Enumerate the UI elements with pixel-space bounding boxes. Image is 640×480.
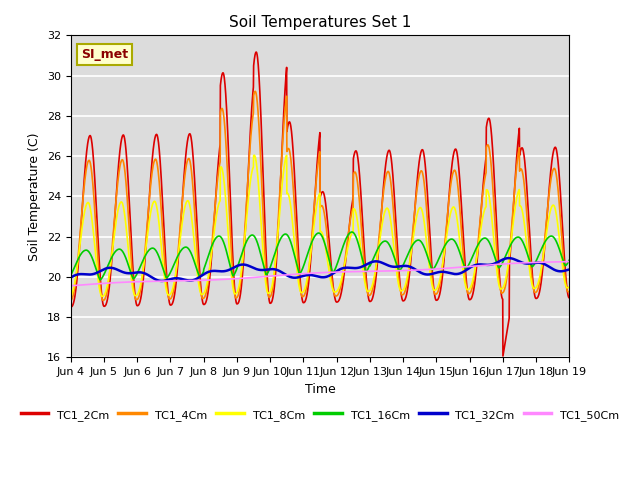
- TC1_8Cm: [250, 152, 258, 158]
- TC1_32Cm: [334, 267, 342, 273]
- TC1_2Cm: [206, 275, 214, 281]
- TC1_16Cm: [334, 258, 342, 264]
- X-axis label: Time: Time: [305, 383, 335, 396]
- TC1_2Cm: [67, 304, 75, 310]
- TC1_50Cm: [345, 269, 353, 275]
- TC1_16Cm: [96, 277, 104, 283]
- TC1_8Cm: [522, 231, 529, 237]
- TC1_8Cm: [67, 293, 75, 299]
- TC1_2Cm: [565, 295, 573, 301]
- TC1_2Cm: [252, 49, 260, 55]
- TC1_4Cm: [535, 281, 543, 287]
- Legend: TC1_2Cm, TC1_4Cm, TC1_8Cm, TC1_16Cm, TC1_32Cm, TC1_50Cm: TC1_2Cm, TC1_4Cm, TC1_8Cm, TC1_16Cm, TC1…: [16, 405, 624, 425]
- TC1_4Cm: [522, 193, 529, 199]
- TC1_2Cm: [522, 168, 529, 173]
- Line: TC1_8Cm: TC1_8Cm: [71, 155, 569, 296]
- TC1_4Cm: [345, 226, 353, 232]
- TC1_8Cm: [465, 287, 472, 292]
- Text: SI_met: SI_met: [81, 48, 128, 61]
- Line: TC1_32Cm: TC1_32Cm: [71, 258, 569, 281]
- TC1_50Cm: [465, 264, 472, 269]
- TC1_50Cm: [535, 259, 543, 265]
- TC1_16Cm: [67, 273, 75, 278]
- TC1_4Cm: [565, 289, 573, 295]
- TC1_32Cm: [158, 278, 166, 284]
- TC1_2Cm: [345, 226, 353, 232]
- TC1_32Cm: [67, 275, 75, 280]
- TC1_50Cm: [521, 260, 529, 266]
- TC1_50Cm: [334, 269, 342, 275]
- Y-axis label: Soil Temperature (C): Soil Temperature (C): [28, 132, 41, 261]
- TC1_2Cm: [465, 295, 472, 301]
- TC1_2Cm: [499, 353, 507, 359]
- Line: TC1_16Cm: TC1_16Cm: [71, 232, 569, 280]
- TC1_8Cm: [565, 284, 573, 290]
- TC1_50Cm: [67, 283, 75, 288]
- TC1_4Cm: [67, 298, 75, 303]
- TC1_4Cm: [206, 265, 214, 271]
- TC1_8Cm: [206, 263, 214, 268]
- Line: TC1_2Cm: TC1_2Cm: [71, 52, 569, 356]
- TC1_32Cm: [465, 265, 472, 271]
- TC1_8Cm: [536, 276, 543, 281]
- TC1_2Cm: [334, 299, 342, 304]
- TC1_2Cm: [536, 289, 543, 295]
- TC1_16Cm: [565, 257, 573, 263]
- TC1_16Cm: [465, 262, 472, 267]
- TC1_16Cm: [206, 248, 214, 253]
- TC1_32Cm: [565, 266, 573, 272]
- Line: TC1_4Cm: TC1_4Cm: [71, 91, 569, 300]
- Title: Soil Temperatures Set 1: Soil Temperatures Set 1: [229, 15, 411, 30]
- TC1_16Cm: [348, 229, 356, 235]
- TC1_8Cm: [346, 239, 353, 244]
- TC1_16Cm: [345, 231, 353, 237]
- TC1_8Cm: [335, 286, 342, 292]
- TC1_32Cm: [536, 260, 543, 265]
- TC1_4Cm: [252, 88, 259, 94]
- TC1_50Cm: [565, 259, 573, 264]
- TC1_4Cm: [465, 291, 472, 297]
- TC1_32Cm: [206, 268, 214, 274]
- TC1_16Cm: [536, 251, 543, 256]
- Line: TC1_50Cm: TC1_50Cm: [71, 262, 569, 286]
- TC1_16Cm: [522, 246, 529, 252]
- TC1_32Cm: [522, 261, 529, 266]
- TC1_4Cm: [334, 291, 342, 297]
- TC1_32Cm: [345, 265, 353, 271]
- TC1_50Cm: [206, 277, 214, 283]
- TC1_8Cm: [98, 293, 106, 299]
- TC1_32Cm: [505, 255, 513, 261]
